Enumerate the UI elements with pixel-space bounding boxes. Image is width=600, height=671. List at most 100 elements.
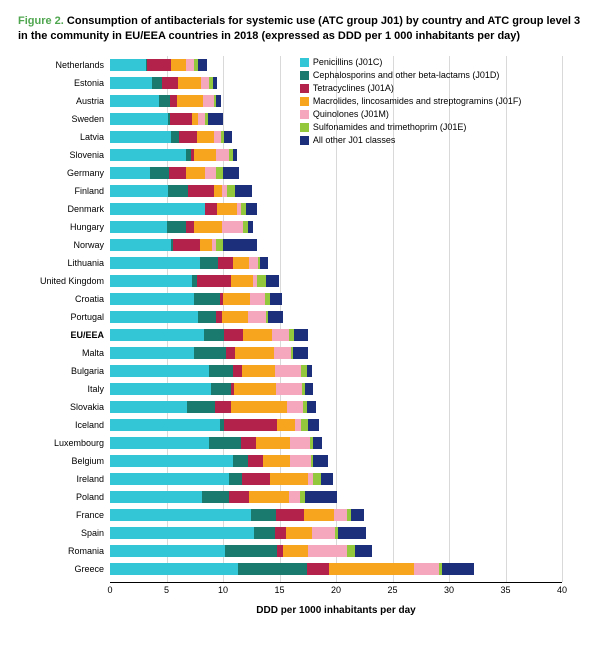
bar-segment-sulfonamides	[216, 239, 223, 251]
country-row: Finland	[110, 184, 562, 198]
bar-segment-penicillins	[110, 239, 171, 251]
x-axis-label: DDD per 1000 inhabitants per day	[110, 605, 562, 616]
bar-segment-other	[246, 203, 257, 215]
country-row: Belgium	[110, 454, 562, 468]
stacked-bar	[110, 293, 562, 305]
country-label: Finland	[18, 184, 110, 198]
bar-segment-macrolides	[263, 455, 290, 467]
bar-segment-quinolones	[274, 347, 291, 359]
legend-swatch	[300, 136, 309, 145]
bar-segment-tetracyclines	[307, 563, 330, 575]
bar-segment-macrolides	[243, 329, 271, 341]
bar-segment-cephalosporins	[194, 347, 227, 359]
bar-segment-tetracyclines	[248, 455, 263, 467]
bar-segment-other	[313, 437, 322, 449]
country-row: Croatia	[110, 292, 562, 306]
bar-segment-tetracyclines	[218, 257, 233, 269]
stacked-bar	[110, 185, 562, 197]
bar-segment-cephalosporins	[168, 185, 188, 197]
bar-segment-sulfonamides	[257, 275, 266, 287]
bar-segment-macrolides	[222, 311, 248, 323]
bar-segment-quinolones	[201, 77, 209, 89]
bar-segment-cephalosporins	[233, 455, 248, 467]
bar-segment-macrolides	[249, 491, 289, 503]
country-label: Germany	[18, 166, 110, 180]
stacked-bar	[110, 203, 562, 215]
country-label: Austria	[18, 94, 110, 108]
bar-segment-sulfonamides	[347, 545, 355, 557]
stacked-bar	[110, 221, 562, 233]
legend-label: Macrolides, lincosamides and streptogram…	[313, 96, 522, 106]
bar-segment-penicillins	[110, 131, 171, 143]
bar-segment-other	[270, 293, 281, 305]
country-label: Poland	[18, 490, 110, 504]
bar-segment-cephalosporins	[159, 95, 170, 107]
legend-item: Sulfonamides and trimethoprim (J01E)	[300, 121, 522, 134]
bar-segment-tetracyclines	[188, 185, 214, 197]
bar-segment-tetracyclines	[215, 401, 231, 413]
gridline	[562, 56, 563, 582]
bar-segment-tetracyclines	[233, 365, 242, 377]
country-label: Romania	[18, 544, 110, 558]
bar-segment-macrolides	[304, 509, 333, 521]
plot-area: 0510152025303540NetherlandsEstoniaAustri…	[110, 56, 562, 583]
country-label: Latvia	[18, 130, 110, 144]
stacked-bar	[110, 149, 562, 161]
bar-segment-tetracyclines	[179, 131, 197, 143]
country-row: Denmark	[110, 202, 562, 216]
stacked-bar	[110, 347, 562, 359]
bar-segment-macrolides	[214, 185, 222, 197]
bar-segment-penicillins	[110, 527, 254, 539]
bar-segment-tetracyclines	[224, 329, 243, 341]
stacked-bar	[110, 275, 562, 287]
bar-segment-quinolones	[414, 563, 439, 575]
bar-segment-penicillins	[110, 167, 150, 179]
x-tick: 35	[500, 582, 510, 595]
country-label: Spain	[18, 526, 110, 540]
bar-segment-quinolones	[275, 365, 301, 377]
legend-swatch	[300, 123, 309, 132]
bar-segment-cephalosporins	[225, 545, 277, 557]
bar-segment-penicillins	[110, 77, 152, 89]
country-label: Estonia	[18, 76, 110, 90]
bar-segment-cephalosporins	[167, 221, 186, 233]
bar-segment-other	[260, 257, 268, 269]
bar-segment-quinolones	[205, 167, 216, 179]
bar-segment-cephalosporins	[200, 257, 218, 269]
country-row: Spain	[110, 526, 562, 540]
country-row: Bulgaria	[110, 364, 562, 378]
country-label: Bulgaria	[18, 364, 110, 378]
country-row: Ireland	[110, 472, 562, 486]
country-row: Italy	[110, 382, 562, 396]
bar-segment-penicillins	[110, 419, 220, 431]
legend-swatch	[300, 110, 309, 119]
bar-segment-quinolones	[287, 401, 303, 413]
country-label: Ireland	[18, 472, 110, 486]
bar-segment-other	[235, 185, 252, 197]
bar-segment-penicillins	[110, 293, 194, 305]
bar-segment-macrolides	[178, 77, 202, 89]
bar-segment-sulfonamides	[216, 167, 223, 179]
legend: Penicillins (J01C)Cephalosporins and oth…	[300, 56, 522, 147]
bar-segment-other	[208, 113, 223, 125]
country-label: France	[18, 508, 110, 522]
bar-segment-cephalosporins	[211, 383, 231, 395]
bar-segment-quinolones	[216, 149, 228, 161]
legend-item: Quinolones (J01M)	[300, 108, 522, 121]
bar-segment-macrolides	[283, 545, 308, 557]
bar-segment-other	[313, 455, 328, 467]
country-label: Belgium	[18, 454, 110, 468]
bar-segment-macrolides	[177, 95, 203, 107]
stacked-bar	[110, 527, 562, 539]
stacked-bar	[110, 491, 562, 503]
bar-segment-other	[355, 545, 372, 557]
bar-segment-tetracyclines	[173, 239, 200, 251]
chart: 0510152025303540NetherlandsEstoniaAustri…	[110, 56, 562, 616]
bar-segment-tetracyclines	[162, 77, 178, 89]
bar-segment-macrolides	[233, 257, 249, 269]
bar-segment-quinolones	[312, 527, 335, 539]
legend-swatch	[300, 97, 309, 106]
stacked-bar	[110, 473, 562, 485]
bar-segment-cephalosporins	[194, 293, 220, 305]
bar-segment-other	[233, 149, 236, 161]
